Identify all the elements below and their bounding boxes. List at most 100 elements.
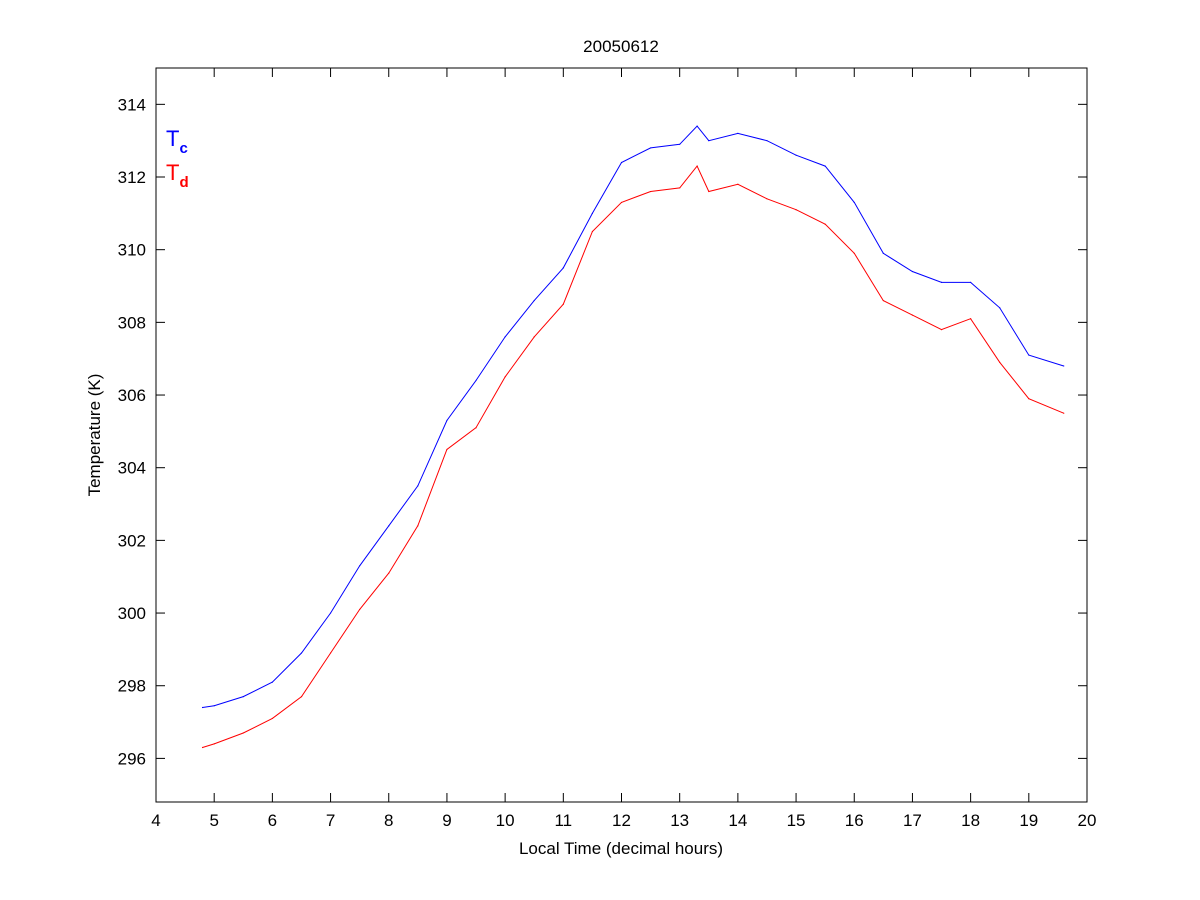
data-point-td (475, 427, 477, 429)
data-point-tc (708, 140, 710, 142)
data-point-td (446, 448, 448, 451)
data-point-tc (591, 212, 594, 214)
data-point-tc (1063, 365, 1065, 367)
y-tick-label: 296 (118, 749, 146, 768)
data-point-tc (696, 125, 698, 127)
data-point-td (696, 165, 698, 167)
data-point-td (359, 608, 361, 611)
y-tick-label: 304 (118, 459, 146, 478)
legend-entry-td: Td (166, 160, 189, 191)
data-point-td (417, 525, 419, 527)
y-tick-label: 310 (118, 241, 146, 260)
data-point-td (882, 299, 884, 302)
data-point-td (679, 187, 681, 189)
data-point-tc (359, 565, 361, 567)
data-point-td (1063, 412, 1065, 414)
data-point-tc (620, 161, 623, 164)
data-point-td (649, 190, 652, 193)
series-line-tc (202, 125, 1064, 708)
data-point-td (533, 336, 535, 338)
data-point-tc (766, 140, 768, 142)
data-point-tc (388, 525, 390, 527)
data-point-td (300, 696, 303, 698)
data-point-tc (853, 201, 855, 204)
data-point-tc (970, 281, 972, 283)
data-point-td (388, 572, 390, 574)
x-tick-label: 4 (151, 811, 160, 830)
data-point-tc (271, 681, 273, 683)
data-point-td (201, 746, 204, 749)
data-point-tc (999, 307, 1001, 309)
data-point-td (271, 717, 273, 720)
data-point-td (504, 376, 506, 378)
data-point-tc (504, 336, 506, 338)
data-point-tc (417, 485, 419, 487)
data-point-td (242, 732, 244, 734)
data-point-tc (213, 705, 215, 707)
y-tick-label: 306 (118, 386, 146, 405)
data-point-td (329, 652, 332, 654)
data-point-tc (824, 165, 826, 167)
data-point-tc (737, 132, 739, 135)
data-point-tc (940, 281, 943, 283)
data-point-td (970, 318, 972, 320)
data-point-tc (911, 270, 914, 273)
legend-entry-tc: Tc (166, 126, 188, 157)
data-point-td (853, 252, 855, 254)
data-point-td (562, 303, 564, 305)
x-axis-label: Local Time (decimal hours) (519, 839, 723, 858)
x-tick-label: 17 (903, 811, 922, 830)
data-point-td (620, 201, 623, 204)
data-point-td (824, 223, 826, 225)
data-point-tc (679, 143, 681, 145)
y-tick-label: 314 (118, 95, 146, 114)
x-tick-label: 5 (209, 811, 218, 830)
data-point-td (737, 183, 739, 185)
y-tick-label: 308 (118, 313, 146, 332)
x-tick-label: 10 (496, 811, 515, 830)
data-point-tc (300, 652, 303, 654)
data-point-td (591, 230, 594, 233)
data-point-tc (1028, 354, 1030, 356)
x-tick-label: 13 (670, 811, 689, 830)
data-point-tc (201, 706, 204, 709)
x-tick-label: 6 (268, 811, 277, 830)
data-point-td (911, 314, 914, 316)
data-point-td (708, 190, 710, 193)
x-tick-label: 16 (845, 811, 864, 830)
legend: Tc Td (166, 126, 189, 191)
series-line-td (202, 165, 1064, 748)
y-tick-label: 300 (118, 604, 146, 623)
x-tick-label: 12 (612, 811, 631, 830)
x-tick-label: 8 (384, 811, 393, 830)
data-point-tc (242, 696, 244, 698)
x-tick-label: 7 (326, 811, 335, 830)
data-point-tc (649, 147, 652, 149)
y-tick-label: 298 (118, 677, 146, 696)
x-tick-label: 11 (554, 811, 572, 830)
data-point-td (766, 198, 768, 200)
data-point-td (999, 361, 1001, 363)
data-point-td (795, 209, 797, 211)
x-tick-label: 18 (961, 811, 980, 830)
data-point-tc (562, 267, 564, 269)
x-tick-label: 9 (442, 811, 451, 830)
y-axis-label: Temperature (K) (85, 374, 104, 497)
x-tick-label: 15 (787, 811, 806, 830)
plot-area (155, 67, 1088, 803)
x-tick-label: 14 (728, 811, 747, 830)
data-point-tc (446, 419, 448, 422)
data-point-tc (533, 299, 535, 302)
x-tick-label: 19 (1019, 811, 1038, 830)
chart-title: 20050612 (583, 37, 659, 56)
data-point-tc (475, 379, 477, 382)
data-point-td (940, 329, 943, 331)
data-point-td (1028, 398, 1030, 400)
data-point-tc (795, 154, 797, 156)
y-tick-label: 312 (118, 168, 146, 187)
y-tick-label: 302 (118, 531, 146, 550)
data-point-tc (882, 252, 884, 254)
data-point-tc (329, 612, 332, 614)
x-tick-label: 20 (1078, 811, 1097, 830)
